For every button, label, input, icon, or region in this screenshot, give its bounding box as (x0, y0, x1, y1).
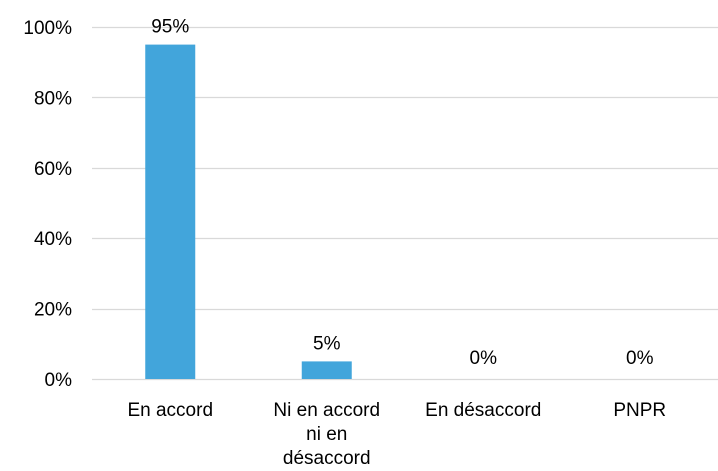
bars (145, 44, 352, 379)
bar-2 (301, 361, 352, 379)
data-label: 0% (470, 348, 498, 369)
y-tick-label: 0% (45, 370, 73, 391)
y-axis-tick-labels: 0% 20% 40% 60% 80% 100% (23, 18, 72, 391)
y-tick-label: 80% (34, 88, 72, 109)
data-label: 5% (313, 333, 341, 354)
data-label: 0% (626, 348, 654, 369)
data-label: 95% (151, 17, 189, 38)
y-tick-label: 100% (23, 18, 72, 39)
category-label: PNPR (613, 400, 666, 421)
data-labels: 95% 5% 0% 0% (151, 17, 653, 369)
y-tick-label: 20% (34, 300, 72, 321)
gridlines (92, 26, 718, 381)
category-label: En désaccord (425, 400, 541, 421)
category-label: Ni en accord ni en désaccord (273, 400, 380, 469)
y-tick-label: 40% (34, 229, 72, 250)
bar-1 (145, 44, 196, 379)
category-label-line: Ni en accord (273, 400, 380, 421)
y-tick-label: 60% (34, 159, 72, 180)
category-label: En accord (127, 400, 213, 421)
category-labels: En accord Ni en accord ni en désaccord En dé… (127, 400, 666, 469)
category-label-line: En accord (127, 400, 213, 421)
category-label-line: ni en (306, 424, 347, 445)
category-label-line: En désaccord (425, 400, 541, 421)
category-label-line: PNPR (613, 400, 666, 421)
category-label-line: désaccord (283, 448, 371, 469)
